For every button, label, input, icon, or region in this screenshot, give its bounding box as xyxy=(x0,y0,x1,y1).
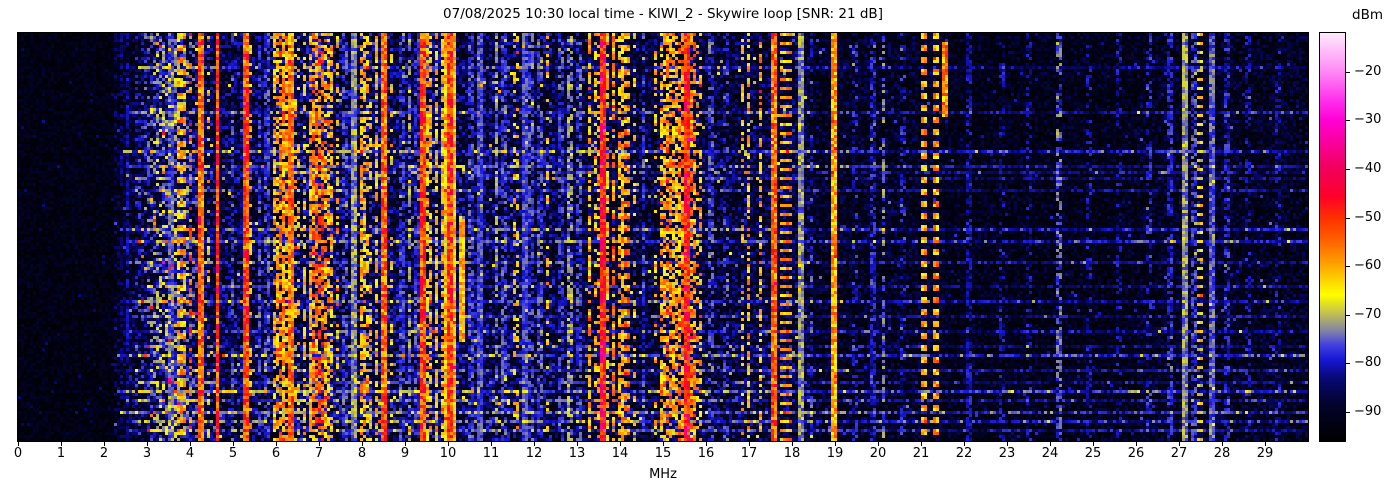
plot-title: 07/08/2025 10:30 local time - KIWI_2 - S… xyxy=(443,6,883,22)
waterfall-heatmap xyxy=(17,32,1309,442)
colorbar-tick-mark xyxy=(1346,169,1350,170)
x-tick-label: 1 xyxy=(56,446,66,461)
x-tick-label: 13 xyxy=(568,446,586,461)
x-tick-label: 9 xyxy=(400,446,410,461)
x-tick-label: 24 xyxy=(1041,446,1059,461)
colorbar-tick-mark xyxy=(1346,120,1350,122)
x-tick-label: 20 xyxy=(869,446,887,461)
colorbar-tick-label: −90 xyxy=(1354,403,1382,419)
x-tick-mark xyxy=(18,442,19,446)
x-tick-label: 18 xyxy=(783,446,801,461)
colorbar-tick-mark xyxy=(1346,411,1350,413)
x-tick-label: 27 xyxy=(1170,446,1188,461)
x-tick-mark xyxy=(190,442,191,446)
x-tick-mark xyxy=(491,442,492,446)
x-tick-mark xyxy=(964,442,965,446)
x-tick-label: 15 xyxy=(654,446,672,461)
x-tick-mark xyxy=(792,442,793,446)
x-tick-mark xyxy=(663,442,664,446)
colorbar-tick-label: −40 xyxy=(1354,161,1382,176)
x-tick-label: 17 xyxy=(740,446,758,461)
x-tick-mark xyxy=(706,442,707,446)
colorbar-tick-label: −50 xyxy=(1354,209,1382,225)
x-tick-mark xyxy=(577,442,578,446)
colorbar-tick-mark xyxy=(1346,217,1350,219)
x-tick-mark xyxy=(448,442,449,446)
x-tick-label: 21 xyxy=(912,446,930,461)
x-tick-label: 14 xyxy=(611,446,629,461)
x-tick-label: 23 xyxy=(998,446,1016,461)
x-tick-mark xyxy=(233,442,234,446)
x-tick-mark xyxy=(921,442,922,446)
x-tick-mark xyxy=(1222,442,1223,446)
x-tick-mark xyxy=(1179,442,1180,446)
x-tick-label: 25 xyxy=(1084,446,1102,461)
x-tick-label: 8 xyxy=(357,446,367,461)
x-tick-mark xyxy=(1050,442,1051,446)
x-tick-mark xyxy=(749,442,750,446)
x-tick-label: 0 xyxy=(13,446,23,461)
x-tick-label: 28 xyxy=(1213,446,1231,461)
x-tick-label: 7 xyxy=(314,446,324,461)
x-tick-label: 19 xyxy=(826,446,844,461)
x-tick-mark xyxy=(1093,442,1094,446)
x-tick-mark xyxy=(1265,442,1266,446)
x-tick-mark xyxy=(620,442,621,446)
x-tick-mark xyxy=(276,442,277,446)
x-tick-label: 29 xyxy=(1256,446,1274,461)
x-tick-mark xyxy=(534,442,535,446)
x-tick-label: 11 xyxy=(482,446,500,461)
x-tick-label: 10 xyxy=(439,446,457,461)
x-tick-label: 12 xyxy=(525,446,543,461)
colorbar-tick-mark xyxy=(1346,266,1350,268)
x-tick-mark xyxy=(61,442,62,446)
colorbar-tick-mark xyxy=(1346,363,1350,365)
x-tick-mark xyxy=(104,442,105,446)
x-tick-label: 16 xyxy=(697,446,715,461)
colorbar-tick-label: −80 xyxy=(1354,355,1382,371)
x-tick-label: 6 xyxy=(271,446,281,461)
x-tick-mark xyxy=(405,442,406,446)
x-tick-label: 3 xyxy=(142,446,152,461)
colorbar-tick-label: −60 xyxy=(1354,258,1382,274)
colorbar-tick-label: −30 xyxy=(1354,112,1382,128)
colorbar-gradient xyxy=(1319,32,1346,442)
x-tick-mark xyxy=(835,442,836,446)
colorbar-tick-mark xyxy=(1346,71,1350,73)
x-tick-label: 22 xyxy=(955,446,973,461)
x-tick-label: 4 xyxy=(185,446,195,461)
x-axis-label: MHz xyxy=(649,467,677,482)
x-tick-mark xyxy=(147,442,148,446)
x-tick-mark xyxy=(1007,442,1008,446)
colorbar-tick-label: −70 xyxy=(1354,306,1382,322)
x-tick-mark xyxy=(362,442,363,446)
x-tick-mark xyxy=(319,442,320,446)
x-tick-mark xyxy=(1136,442,1137,446)
x-tick-label: 5 xyxy=(228,446,238,461)
x-tick-mark xyxy=(878,442,879,446)
colorbar-unit-label: dBm xyxy=(1352,7,1383,23)
x-tick-label: 2 xyxy=(99,446,109,461)
colorbar-tick-label: −20 xyxy=(1354,63,1382,79)
colorbar-tick-mark xyxy=(1346,314,1350,316)
x-tick-label: 26 xyxy=(1127,446,1145,461)
